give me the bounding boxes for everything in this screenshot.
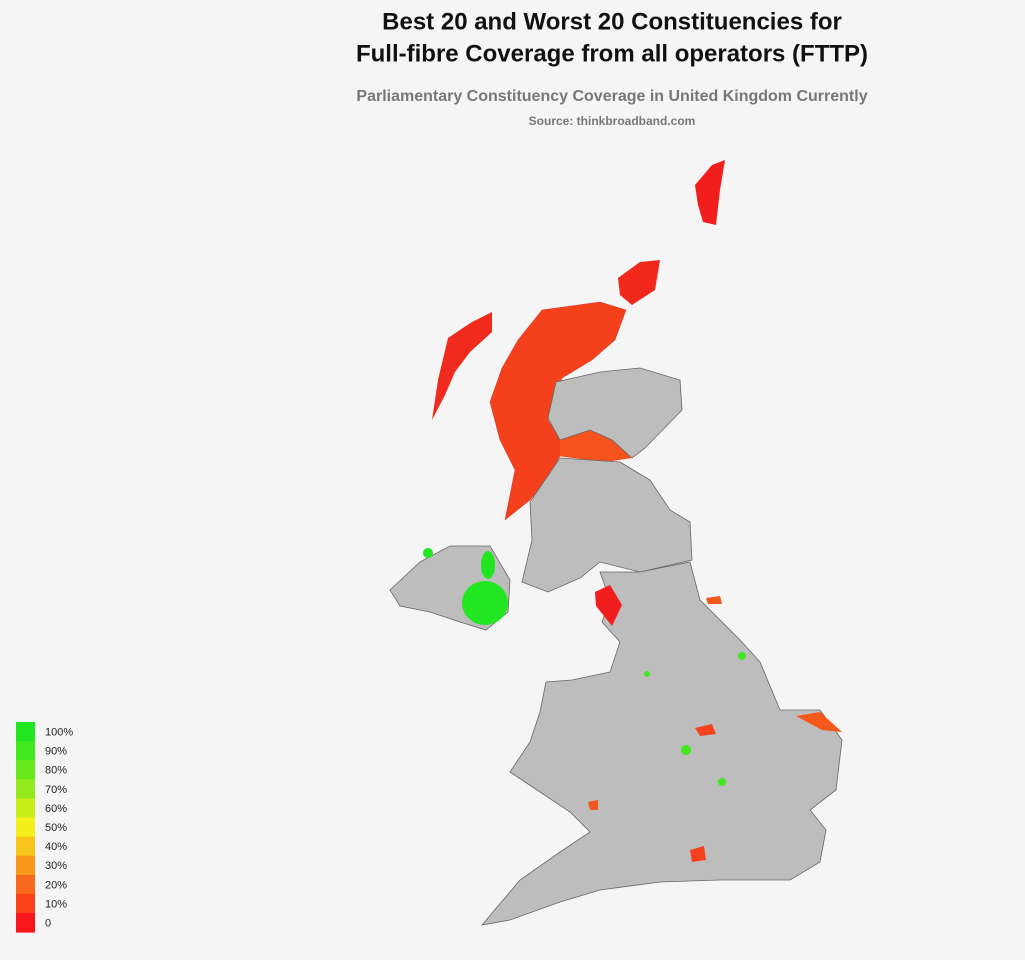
legend-swatch bbox=[16, 913, 35, 933]
title: Best 20 and Worst 20 Constituencies for bbox=[382, 8, 842, 35]
legend-label: 10% bbox=[45, 898, 67, 910]
region bbox=[695, 160, 725, 225]
region bbox=[481, 551, 495, 579]
subtitle: Parliamentary Constituency Coverage in U… bbox=[356, 88, 867, 105]
legend-swatch bbox=[16, 798, 35, 818]
legend-swatch bbox=[16, 760, 35, 780]
region bbox=[796, 712, 842, 732]
region bbox=[480, 561, 843, 926]
legend-swatch bbox=[16, 722, 35, 742]
region bbox=[718, 778, 726, 786]
source: Source: thinkbroadband.com bbox=[529, 114, 696, 128]
legend-swatch bbox=[16, 779, 35, 799]
legend-label: 0 bbox=[45, 917, 51, 929]
legend-label: 100% bbox=[45, 726, 73, 738]
region bbox=[423, 548, 433, 558]
region bbox=[738, 652, 746, 660]
region bbox=[690, 846, 706, 862]
region bbox=[681, 745, 691, 755]
region bbox=[644, 671, 650, 677]
legend-swatch bbox=[16, 817, 35, 838]
region bbox=[588, 800, 598, 810]
legend-label: 50% bbox=[45, 822, 67, 834]
legend-swatch bbox=[16, 741, 35, 761]
legend-label: 40% bbox=[45, 841, 67, 853]
region bbox=[706, 596, 722, 604]
region bbox=[432, 312, 492, 420]
region bbox=[462, 581, 508, 625]
region bbox=[695, 724, 716, 736]
region bbox=[521, 457, 693, 593]
region bbox=[618, 260, 660, 305]
legend-label: 30% bbox=[45, 860, 67, 872]
map bbox=[389, 160, 843, 926]
legend-swatch bbox=[16, 855, 35, 876]
legend-label: 80% bbox=[45, 765, 67, 777]
legend-swatch bbox=[16, 893, 35, 914]
legend-swatch bbox=[16, 874, 35, 895]
title: Full-fibre Coverage from all operators (… bbox=[356, 40, 868, 67]
legend-swatch bbox=[16, 836, 35, 857]
region bbox=[560, 428, 632, 462]
legend-label: 70% bbox=[45, 784, 67, 796]
region bbox=[489, 301, 627, 521]
legend-label: 90% bbox=[45, 746, 67, 758]
legend: 100% 90% 80% 70% 60% 50% 40% 30% 20% 10% 0 bbox=[16, 722, 73, 933]
legend-label: 60% bbox=[45, 803, 67, 815]
region bbox=[547, 367, 683, 459]
region bbox=[595, 585, 622, 626]
legend-label: 20% bbox=[45, 879, 67, 891]
